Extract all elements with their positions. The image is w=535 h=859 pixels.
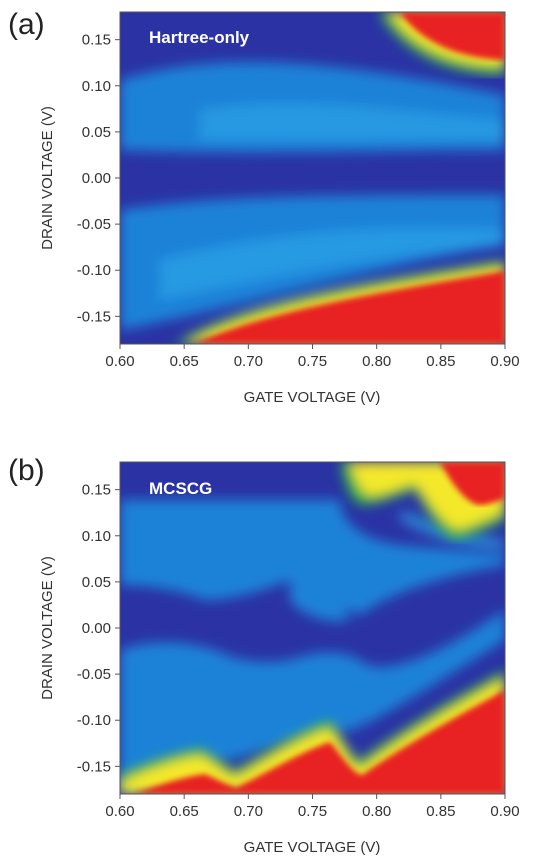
y-tick-label-a: 0.10	[82, 78, 111, 95]
x-tick-label-b: 0.60	[105, 803, 134, 820]
x-tick-label-a: 0.70	[234, 353, 263, 370]
y-tick-label-b: 0.10	[82, 528, 111, 545]
x-tick-label-b: 0.70	[234, 803, 263, 820]
y-tick-label-a: -0.05	[77, 216, 111, 233]
annotation-b: MCSCG	[149, 479, 212, 498]
panel-a-letter: (a)	[8, 8, 45, 41]
panel-b: (b)	[8, 454, 520, 856]
x-axis-label-a: GATE VOLTAGE (V)	[244, 389, 381, 406]
x-tick-label-b: 0.85	[426, 803, 455, 820]
y-axis-label-b: DRAIN VOLTAGE (V)	[39, 556, 56, 700]
y-tick-label-b: 0.00	[82, 620, 111, 637]
y-axis-label-a: DRAIN VOLTAGE (V)	[39, 106, 56, 250]
annotation-a: Hartree-only	[149, 28, 250, 47]
y-tick-label-a: -0.15	[77, 308, 111, 325]
x-tick-label-a: 0.60	[105, 353, 134, 370]
axes-a: 0.60 0.65 0.70 0.75 0.80 0.85 0.90 0.15 0.10 0.05…	[77, 32, 520, 370]
x-tick-label-a: 0.65	[170, 353, 199, 370]
y-tick-label-a: -0.10	[77, 262, 111, 279]
x-tick-label-a: 0.90	[490, 353, 519, 370]
x-axis-label-b: GATE VOLTAGE (V)	[244, 839, 381, 856]
x-tick-label-a: 0.75	[298, 353, 327, 370]
x-tick-label-a: 0.85	[426, 353, 455, 370]
axes-b: 0.60 0.65 0.70 0.75 0.80 0.85 0.90 0.15 0.10 0.05…	[77, 482, 520, 820]
panel-b-letter: (b)	[8, 454, 45, 487]
x-tick-label-b: 0.80	[362, 803, 391, 820]
panel-a: (a)	[8, 8, 520, 406]
y-tick-label-a: 0.00	[82, 170, 111, 187]
x-tick-label-b: 0.90	[490, 803, 519, 820]
y-tick-label-b: -0.05	[77, 666, 111, 683]
y-tick-label-a: 0.15	[82, 32, 111, 49]
x-tick-label-b: 0.75	[298, 803, 327, 820]
heatmap-b	[120, 462, 505, 794]
y-tick-label-b: 0.05	[82, 574, 111, 591]
y-tick-label-b: -0.10	[77, 712, 111, 729]
y-tick-label-b: 0.15	[82, 482, 111, 499]
y-tick-label-b: -0.15	[77, 758, 111, 775]
heatmap-a	[120, 12, 505, 344]
y-tick-label-a: 0.05	[82, 124, 111, 141]
x-tick-label-b: 0.65	[170, 803, 199, 820]
x-tick-label-a: 0.80	[362, 353, 391, 370]
